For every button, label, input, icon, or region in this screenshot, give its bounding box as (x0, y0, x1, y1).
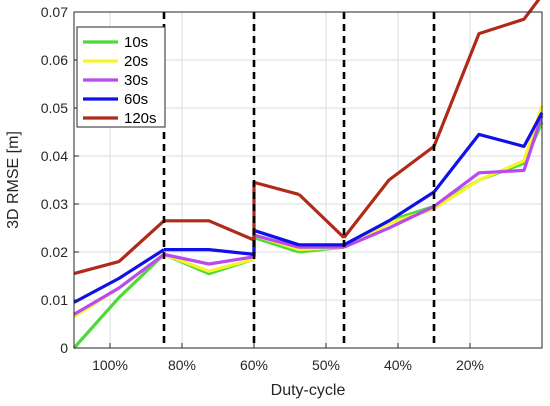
series-line-30s (433, 114, 544, 208)
series-120s (73, 0, 541, 276)
x-tick-label: 40% (384, 357, 412, 373)
y-tick-labels: 0 0.01 0.02 0.03 0.04 0.05 0.06 0.07 (41, 4, 79, 356)
series-line-30s (73, 253, 165, 316)
y-tick-label: 0.03 (41, 196, 68, 212)
series-line-60s (164, 248, 255, 256)
series-line-10s (72, 253, 166, 350)
x-tick-label: 20% (456, 357, 484, 373)
series-line-120s (342, 145, 435, 239)
y-tick-label: 0.06 (41, 52, 68, 68)
x-axis-title: Duty-cycle (271, 382, 346, 399)
y-axis-title: 3D RMSE [m] (5, 131, 22, 229)
legend-label-20s: 20s (124, 53, 148, 70)
plot-frame (73, 11, 543, 349)
x-tick-label: 80% (168, 357, 196, 373)
x-tick-label: 60% (240, 357, 268, 373)
series-line-60s (432, 112, 544, 193)
x-tick-labels: 100% 80% 60% 50% 40% 20% (92, 343, 484, 373)
y-tick-label: 0 (60, 340, 68, 356)
series-30s (73, 114, 544, 316)
y-tick-label: 0.05 (41, 100, 68, 116)
series-line-60s (343, 190, 435, 247)
x-tick-label: 50% (312, 357, 340, 373)
series-20s (73, 105, 544, 319)
legend-label-10s: 10s (124, 34, 148, 51)
legend-label-120s: 120s (124, 110, 157, 127)
y-tick-label: 0.07 (41, 4, 68, 20)
series-line-30s (343, 204, 435, 249)
legend-box (76, 26, 166, 128)
series-line-120s (73, 219, 166, 276)
y-tick-label: 0.04 (41, 148, 68, 164)
legend-label-30s: 30s (124, 72, 148, 89)
duty-cycle-dividers (162, 12, 436, 348)
legend-label-60s: 60s (124, 91, 148, 108)
y-tick-label: 0.02 (41, 244, 68, 260)
x-tick-label: 100% (92, 357, 128, 373)
legend: 10s 20s 30s 60s 120s (76, 26, 166, 128)
series-line-30s (163, 252, 255, 266)
series-line-120s (297, 193, 346, 239)
y-tick-label: 0.01 (41, 292, 68, 308)
series-line-120s (432, 0, 541, 147)
series-line-60s (73, 248, 165, 304)
series-layer (72, 0, 544, 350)
series-line-20s (163, 252, 255, 273)
series-line-120s (164, 219, 255, 242)
series-60s (73, 112, 544, 304)
